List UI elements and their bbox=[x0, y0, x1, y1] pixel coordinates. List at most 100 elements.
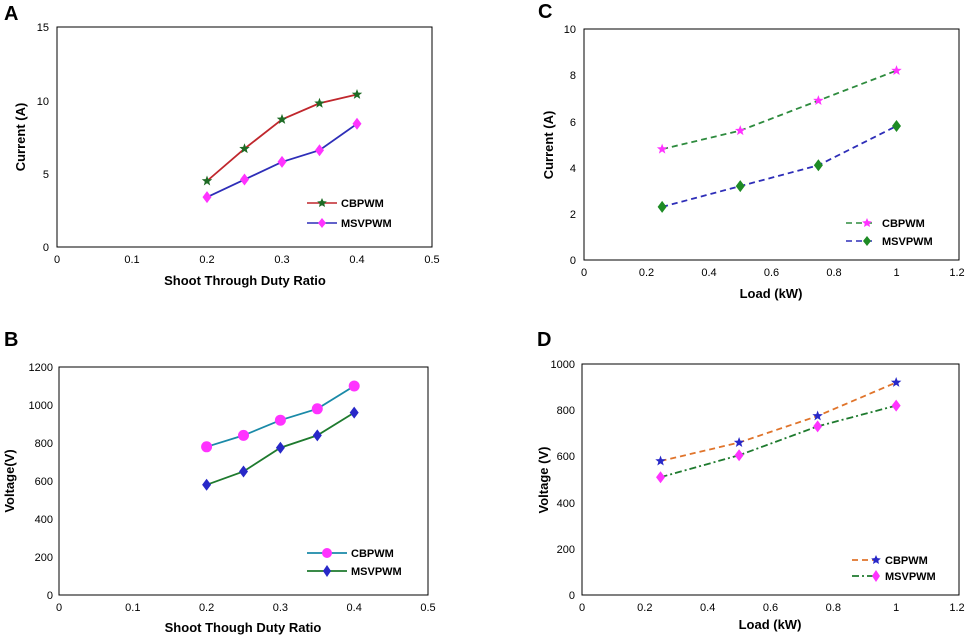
legend-label-cbpwm: CBPWM bbox=[351, 548, 394, 560]
plot-frame-d bbox=[581, 363, 960, 596]
x-tick-label: 0.5 bbox=[420, 602, 435, 614]
y-tick-label: 0 bbox=[47, 590, 53, 602]
y-ticks-c: 0 2 4 6 8 10 bbox=[564, 24, 576, 267]
x-tick-label: 0.3 bbox=[273, 602, 288, 614]
x-tick-label: 0.4 bbox=[700, 602, 715, 614]
data-point-diamond-marker bbox=[202, 478, 212, 491]
legend-label-msvpwm: MSVPWM bbox=[882, 236, 933, 248]
x-tick-label: 0.2 bbox=[199, 254, 214, 266]
y-ticks-d: 0 200 400 600 800 1000 bbox=[551, 359, 575, 602]
x-tick-label: 0 bbox=[56, 602, 62, 614]
data-point-diamond-marker bbox=[312, 429, 322, 442]
legend-label-msvpwm: MSVPWM bbox=[885, 571, 936, 583]
data-point-diamond-marker bbox=[657, 200, 667, 213]
data-point-diamond-marker bbox=[734, 449, 744, 462]
series-line-msvpwm bbox=[661, 125, 897, 208]
data-point-star-marker bbox=[812, 410, 823, 421]
legend-diamond-marker bbox=[872, 570, 880, 582]
data-point-diamond-marker bbox=[275, 441, 285, 454]
legend-d: CBPWM MSVPWM bbox=[852, 555, 936, 583]
legend-c: CBPWM MSVPWM bbox=[846, 218, 933, 248]
x-ticks-c: 0 0.2 0.4 0.6 0.8 1 1.2 bbox=[581, 267, 965, 279]
plot-frame-b bbox=[58, 366, 429, 596]
x-ticks-b: 0 0.1 0.2 0.3 0.4 0.5 bbox=[56, 602, 436, 614]
series-line-cbpwm bbox=[660, 381, 897, 462]
x-tick-label: 0.3 bbox=[274, 254, 289, 266]
series-layer-a bbox=[201, 88, 363, 204]
y-tick-label: 200 bbox=[557, 544, 575, 556]
y-ticks-b: 0 200 400 600 800 1000 1200 bbox=[29, 362, 53, 602]
panel-label-c: C bbox=[538, 1, 552, 23]
x-tick-label: 0.2 bbox=[637, 602, 652, 614]
legend-label-cbpwm: CBPWM bbox=[885, 555, 928, 567]
x-ticks-d: 0 0.2 0.4 0.6 0.8 1 1.2 bbox=[579, 602, 965, 614]
x-tick-label: 0.8 bbox=[826, 602, 841, 614]
y-ticks-a: 0 5 10 15 bbox=[37, 22, 49, 254]
legend-circle-marker bbox=[322, 548, 332, 558]
x-tick-label: 1.2 bbox=[949, 267, 964, 279]
x-tick-label: 0.1 bbox=[124, 254, 139, 266]
data-point-diamond-marker bbox=[240, 173, 249, 186]
data-point-diamond-marker bbox=[892, 120, 901, 133]
x-tick-label: 0.5 bbox=[424, 254, 439, 266]
legend-b: CBPWM MSVPWM bbox=[307, 548, 402, 578]
y-tick-label: 1200 bbox=[29, 362, 53, 374]
x-tick-label: 0.2 bbox=[199, 602, 214, 614]
panel-b: B 0 200 400 600 800 1000 1200 0 0.1 0.2 … bbox=[2, 329, 436, 635]
y-tick-label: 10 bbox=[37, 96, 49, 108]
x-tick-label: 0 bbox=[54, 254, 60, 266]
legend-label-msvpwm: MSVPWM bbox=[341, 218, 392, 230]
y-tick-label: 600 bbox=[35, 476, 53, 488]
series-layer-d bbox=[655, 376, 902, 484]
data-point-diamond-marker bbox=[202, 191, 212, 204]
y-tick-label: 8 bbox=[570, 70, 576, 82]
y-tick-label: 200 bbox=[35, 552, 53, 564]
y-tick-label: 0 bbox=[570, 255, 576, 267]
x-tick-label: 0.4 bbox=[701, 267, 716, 279]
panel-a: A 0 5 10 15 0 0.1 0.2 0.3 0.4 0.5 Shoot … bbox=[4, 3, 440, 288]
data-point-star-marker bbox=[735, 125, 746, 136]
panel-label-b: B bbox=[4, 329, 18, 351]
y-tick-label: 800 bbox=[35, 438, 53, 450]
data-point-diamond-marker bbox=[813, 420, 823, 433]
x-tick-label: 1 bbox=[893, 602, 899, 614]
y-tick-label: 400 bbox=[557, 498, 575, 510]
x-tick-label: 0.1 bbox=[125, 602, 140, 614]
series-layer-c bbox=[656, 65, 902, 213]
plot-frame-a bbox=[56, 26, 433, 248]
y-tick-label: 4 bbox=[570, 163, 576, 175]
x-axis-label-c: Load (kW) bbox=[740, 286, 803, 301]
legend-diamond-marker bbox=[318, 218, 326, 228]
data-point-diamond-marker bbox=[813, 159, 823, 172]
x-axis-label-d: Load (kW) bbox=[739, 617, 802, 632]
legend-star-marker bbox=[862, 218, 872, 227]
y-axis-label-b: Voltage(V) bbox=[2, 449, 17, 512]
legend-diamond-marker bbox=[863, 236, 871, 246]
data-point-star-marker bbox=[733, 437, 745, 447]
y-tick-label: 1000 bbox=[29, 400, 53, 412]
data-point-star-marker bbox=[813, 95, 824, 106]
panel-d: D 0 200 400 600 800 1000 0 0.2 0.4 0.6 0… bbox=[536, 329, 965, 632]
y-tick-label: 0 bbox=[569, 590, 575, 602]
data-point-star-marker bbox=[351, 88, 363, 99]
y-tick-label: 800 bbox=[557, 405, 575, 417]
x-tick-label: 0.6 bbox=[764, 267, 779, 279]
x-axis-label-a: Shoot Through Duty Ratio bbox=[164, 273, 326, 288]
legend-a: CBPWM MSVPWM bbox=[307, 198, 392, 230]
data-point-star-marker bbox=[656, 143, 668, 154]
data-point-diamond-marker bbox=[656, 471, 666, 484]
x-ticks-a: 0 0.1 0.2 0.3 0.4 0.5 bbox=[54, 254, 440, 266]
y-tick-label: 2 bbox=[570, 209, 576, 221]
data-point-circle-marker bbox=[201, 441, 213, 453]
data-point-diamond-marker bbox=[277, 155, 287, 168]
y-tick-label: 1000 bbox=[551, 359, 575, 371]
x-tick-label: 0 bbox=[579, 602, 585, 614]
data-point-circle-marker bbox=[238, 429, 249, 441]
data-point-diamond-marker bbox=[352, 117, 362, 130]
data-point-diamond-marker bbox=[891, 399, 901, 412]
data-point-circle-marker bbox=[311, 403, 323, 415]
legend-diamond-marker bbox=[323, 565, 331, 577]
plot-frame-c bbox=[583, 28, 960, 261]
series-line-msvpwm bbox=[660, 404, 897, 479]
